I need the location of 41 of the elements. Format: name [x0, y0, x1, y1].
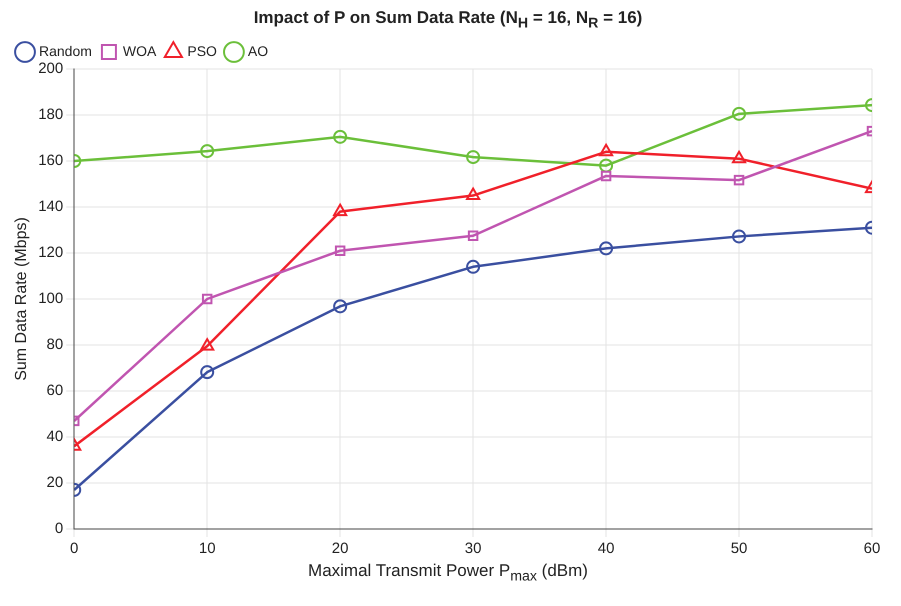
x-tick-label: 60	[864, 540, 880, 558]
point	[333, 130, 348, 144]
x-tick-label: 0	[70, 540, 78, 558]
point	[599, 242, 614, 256]
y-tick-label: 40	[46, 428, 64, 446]
y-tick-label: 100	[38, 290, 64, 308]
y-tick-label: 120	[38, 244, 64, 262]
legend-label: PSO	[187, 43, 218, 60]
legend-label: AO	[248, 43, 268, 60]
x-tick-label: 40	[598, 540, 614, 558]
y-tick-label: 60	[46, 382, 64, 400]
x-axis-title: Maximal Transmit Power P$_{max}$ (dBm)	[307, 561, 589, 585]
point	[732, 151, 746, 164]
y-tick-label: 80	[46, 336, 64, 354]
x-tick-label: 10	[198, 540, 216, 558]
point	[599, 158, 614, 173]
chart-title: Impact of P on Sum Data Rate (N$_{H}$ = 16, N$_{R}$ = 16)	[252, 8, 644, 32]
point	[200, 366, 214, 380]
legend-label: WOA	[122, 43, 158, 60]
y-tick-label: 20	[46, 474, 64, 492]
point	[732, 107, 746, 122]
point	[200, 144, 214, 158]
y-tick-label: 0	[54, 520, 64, 538]
point	[334, 246, 346, 256]
point	[466, 150, 480, 164]
x-tick-label: 30	[464, 540, 482, 558]
y-tick-label: 160	[38, 152, 64, 170]
x-tick-label: 50	[730, 540, 748, 558]
point	[466, 260, 480, 274]
point	[600, 171, 612, 182]
point	[333, 300, 348, 314]
y-axis-title: Sum Data Rate (Mbps)	[13, 218, 30, 382]
legend-label: Random	[39, 43, 92, 60]
y-tick-label: 140	[38, 198, 64, 216]
point	[734, 175, 744, 186]
point	[732, 230, 746, 244]
y-tick-label: 180	[38, 106, 64, 124]
point	[202, 294, 212, 305]
y-tick-label: 200	[38, 60, 64, 78]
x-tick-label: 20	[332, 540, 348, 558]
point	[468, 230, 478, 242]
